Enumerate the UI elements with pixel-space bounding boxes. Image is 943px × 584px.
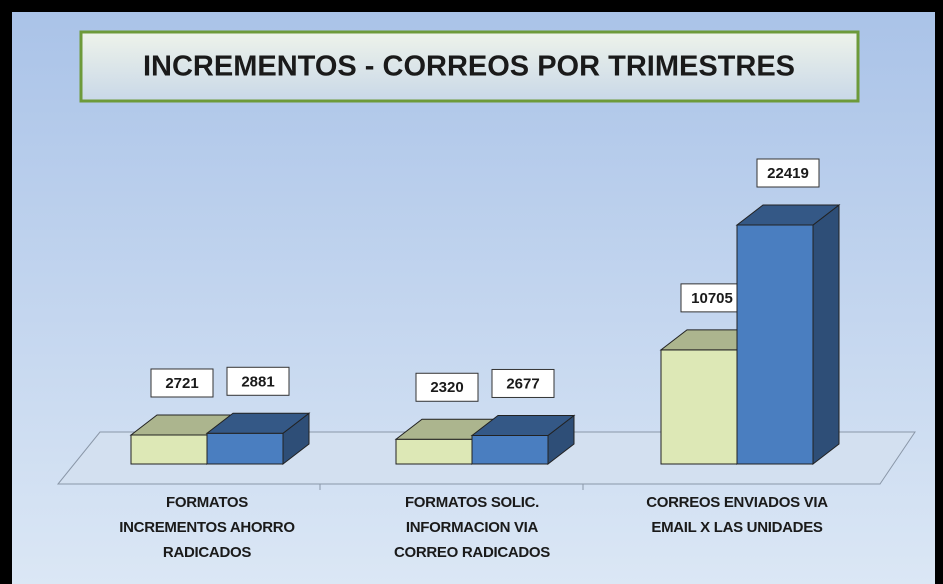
value-label: 2320 [430, 379, 463, 396]
bar-top [735, 204, 841, 226]
value-label: 2881 [241, 373, 274, 390]
bar [660, 349, 738, 465]
x-tick-label: CORREOS ENVIADOS VIA EMAIL X LAS UNIDADE… [646, 494, 828, 536]
value-label-box [491, 368, 555, 398]
chart-title: INCREMENTOS - CORREOS POR TRIMESTRES [143, 51, 795, 83]
value-label: 10705 [691, 290, 733, 307]
value-label: 2721 [165, 375, 198, 392]
value-label: 22419 [767, 165, 809, 182]
bar [395, 438, 473, 465]
bar [206, 432, 284, 465]
value-label-box [756, 158, 820, 188]
value-label-box [150, 368, 214, 398]
value-label-box [415, 372, 479, 402]
value-label: 2677 [506, 375, 539, 392]
x-tick-label: FORMATOS INCREMENTOS AHORRO RADICADOS [119, 494, 295, 561]
bar-top [205, 412, 311, 434]
bar [736, 224, 814, 465]
bar [130, 434, 208, 465]
x-tick-label: FORMATOS SOLIC. INFORMACION VIA CORREO R… [393, 494, 551, 561]
title-box [79, 30, 860, 103]
value-label-box [226, 366, 290, 396]
bar-side [812, 203, 840, 466]
bar [471, 434, 549, 465]
bar-top [470, 414, 576, 436]
